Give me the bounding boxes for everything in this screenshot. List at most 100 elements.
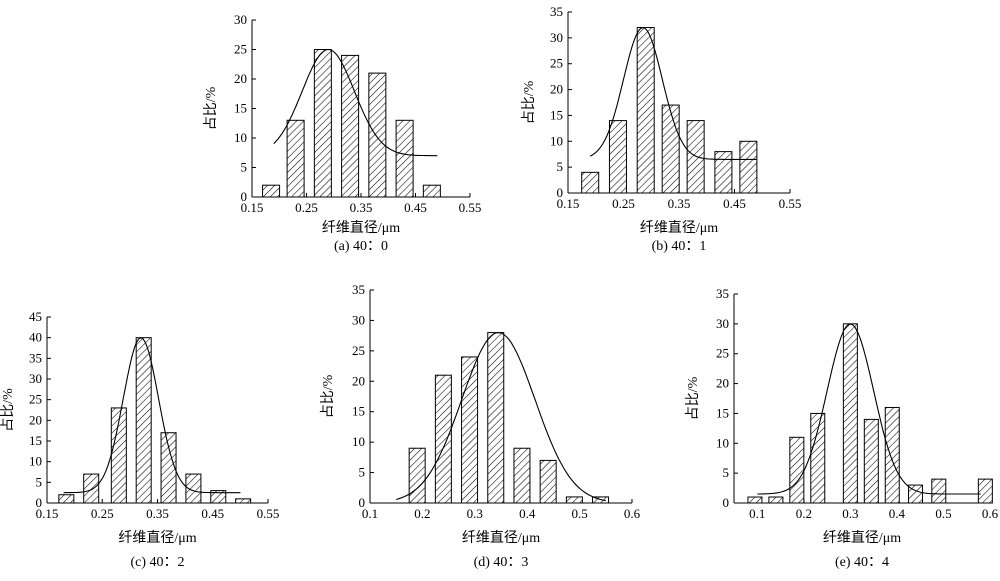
y-tick-label: 30: [29, 371, 42, 386]
panel-caption: (a) 40：0: [334, 239, 388, 254]
x-tick-label: 0.25: [91, 506, 114, 521]
y-tick-label: 10: [550, 133, 563, 148]
bar: [160, 432, 177, 504]
y-tick-label: 5: [359, 465, 366, 480]
chart-panel-a: 0 5 10 15 20 25 30 0.15 0.25 0.35 0.45 0.55 纤维直径/μm 占…: [203, 12, 481, 254]
y-tick-label: 10: [716, 435, 729, 450]
bar: [539, 459, 557, 504]
y-tick-label: 10: [29, 454, 42, 469]
bar: [931, 478, 947, 504]
y-tick-label: 15: [716, 405, 729, 420]
x-tick-label: 0.15: [557, 196, 580, 211]
x-tick-label: 0.1: [362, 506, 378, 521]
x-tick-label: 0.6: [624, 506, 641, 521]
panel-caption: (c) 40：2: [130, 555, 184, 570]
chart-panel-c: 0 5 10 15 20 25 30 35 40 45 0.15 0.25 0.35 0.45 0.55 纤维…: [0, 309, 279, 570]
fit-curve: [273, 48, 438, 157]
x-tick-label: 0.55: [459, 200, 482, 215]
bar: [313, 49, 332, 198]
bar: [884, 406, 900, 504]
x-tick-label: 0.45: [723, 196, 746, 211]
bar: [286, 119, 305, 198]
y-tick-label: 0: [36, 495, 43, 510]
panel-caption: (d) 40：3: [474, 555, 529, 570]
x-tick-label: 0.3: [842, 506, 858, 521]
x-tick-label: 0.1: [749, 506, 765, 521]
fit-curve: [757, 323, 981, 495]
y-axis-title: 占比/%: [203, 86, 219, 130]
bar: [341, 54, 360, 198]
y-tick-label: 30: [716, 316, 729, 331]
bar: [235, 498, 252, 504]
bar: [395, 119, 414, 198]
y-tick-label: 15: [550, 107, 563, 122]
y-tick-label: 30: [352, 312, 365, 327]
bar: [608, 120, 627, 194]
y-tick-label: 5: [241, 160, 248, 175]
y-tick-label: 20: [234, 71, 247, 86]
y-tick-label: 35: [352, 282, 365, 297]
y-tick-label: 5: [36, 474, 43, 489]
axes: [733, 293, 991, 504]
chart-panel-e: 0 5 10 15 20 25 30 35 0.1 0.2 0.3 0.4 0.5 0.6 纤维直径/μm 占…: [685, 286, 999, 570]
x-tick-label: 0.25: [612, 196, 635, 211]
bar: [686, 120, 705, 194]
y-tick-label: 20: [550, 82, 563, 97]
x-axis-title: 纤维直径/μm: [322, 219, 400, 236]
y-tick-label: 0: [557, 185, 564, 200]
bar: [58, 494, 75, 504]
bar: [661, 104, 680, 194]
y-tick-label: 25: [716, 346, 729, 361]
bar: [908, 484, 924, 504]
bar: [83, 473, 100, 504]
y-tick-label: 10: [234, 130, 247, 145]
bar: [789, 436, 805, 504]
y-tick-label: 20: [29, 412, 42, 427]
bar: [739, 140, 758, 194]
y-tick-label: 5: [723, 465, 730, 480]
bar: [408, 447, 426, 504]
y-tick-label: 45: [29, 309, 42, 324]
bar: [185, 473, 202, 504]
x-tick-label: 0.45: [404, 200, 427, 215]
x-axis-title: 纤维直径/μm: [118, 529, 196, 546]
chart-panel-b: 0 5 10 15 20 25 30 35 0.15 0.25 0.35 0.45 0.55 纤维直径/μ…: [521, 4, 801, 254]
y-tick-label: 0: [241, 189, 248, 204]
bar: [714, 151, 733, 194]
y-axis-title: 占比/%: [521, 80, 537, 124]
y-tick-label: 0: [359, 495, 366, 510]
y-tick-label: 25: [234, 42, 247, 57]
y-tick-label: 5: [557, 159, 564, 174]
x-axis-title: 纤维直径/μm: [823, 529, 901, 546]
bar: [210, 490, 227, 504]
fit-curve: [589, 27, 757, 160]
axes: [46, 316, 269, 504]
x-tick-label: 0.35: [668, 196, 691, 211]
bar: [768, 496, 784, 504]
chart-panel-d: 0 5 10 15 20 25 30 35 0.1 0.2 0.3 0.4 0.5 0.6 纤维直径/μm 占…: [320, 282, 641, 570]
x-axis-title: 纤维直径/μm: [462, 529, 540, 546]
y-tick-label: 20: [352, 373, 365, 388]
y-tick-label: 25: [29, 392, 42, 407]
y-tick-label: 10: [352, 434, 365, 449]
bar: [368, 72, 387, 198]
bar: [513, 447, 531, 504]
bar: [977, 478, 993, 504]
bar: [262, 184, 281, 198]
fit-curve: [63, 337, 241, 494]
bar: [422, 184, 441, 198]
y-tick-label: 25: [352, 343, 365, 358]
x-tick-label: 0.4: [889, 506, 906, 521]
y-tick-label: 0: [723, 495, 730, 510]
x-tick-label: 0.45: [201, 506, 224, 521]
panel-caption: (b) 40：1: [652, 239, 707, 254]
x-axis-title: 纤维直径/μm: [640, 219, 718, 236]
y-tick-label: 35: [29, 350, 42, 365]
x-tick-label: 0.6: [982, 506, 999, 521]
bar: [810, 412, 826, 504]
bar: [487, 332, 505, 504]
bar: [863, 418, 879, 504]
x-tick-label: 0.15: [36, 506, 59, 521]
x-tick-label: 0.5: [935, 506, 951, 521]
x-tick-label: 0.55: [779, 196, 802, 211]
